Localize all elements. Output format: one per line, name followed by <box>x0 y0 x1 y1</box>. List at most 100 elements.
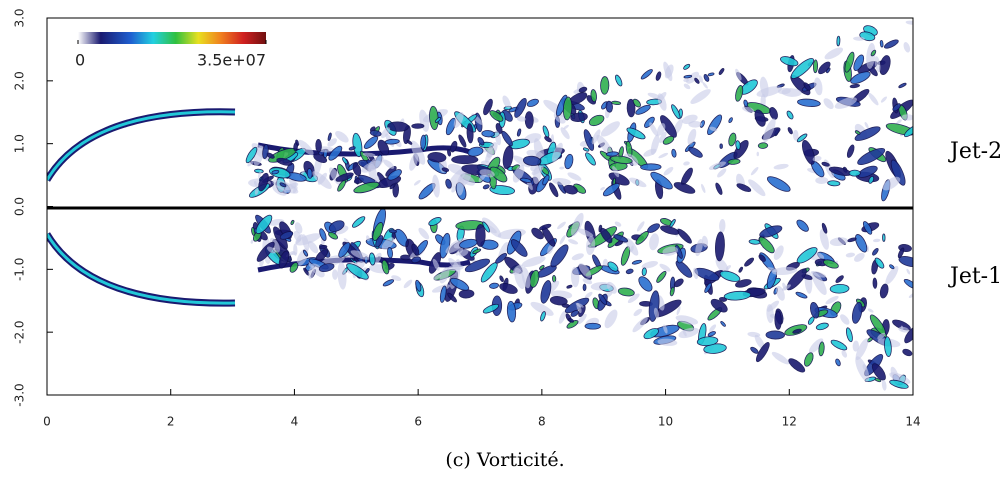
vortex-blob <box>835 358 841 367</box>
vortex-blob <box>439 267 450 284</box>
vortex-blob <box>338 242 351 258</box>
vortex-blob <box>629 177 647 188</box>
caption: (c) Vorticité. <box>445 449 564 471</box>
vortex-blob <box>771 351 790 365</box>
vortex-blob <box>375 235 384 248</box>
vortex-blob <box>605 151 619 157</box>
vortex-blob <box>750 166 759 176</box>
vortex-blob <box>780 56 799 67</box>
vortex-blob <box>472 248 482 254</box>
vortex-blob <box>851 301 863 324</box>
vortex-blob <box>688 121 703 128</box>
vortex-blob <box>495 253 508 264</box>
vortex-blob <box>855 234 868 253</box>
vortex-blob <box>796 219 809 232</box>
vortex-blob <box>792 328 802 334</box>
vortex-blob <box>879 39 884 48</box>
vortex-blob <box>420 134 427 150</box>
vortex-blob <box>617 287 635 297</box>
vortex-blob <box>434 116 442 123</box>
vortex-blob <box>754 109 766 127</box>
vortex-blob <box>551 142 563 162</box>
vortex-blob <box>744 257 755 267</box>
vortex-blob <box>787 127 793 135</box>
vortex-blob <box>312 171 332 189</box>
y-tick-label: -1.0 <box>13 258 27 281</box>
vortex-blob <box>584 291 593 299</box>
vortex-blob <box>673 278 684 288</box>
vortex-blob <box>643 148 657 157</box>
vortex-blob <box>819 229 829 250</box>
vortex-blob <box>418 227 430 240</box>
vortex-blob <box>526 98 539 107</box>
vortex-blob <box>704 282 712 293</box>
vortex-blob <box>771 266 798 276</box>
vortex-blob <box>335 172 354 182</box>
vortex-blob <box>382 279 395 287</box>
vortex-blob <box>328 231 338 240</box>
vortex-blob <box>258 172 269 192</box>
vortex-blob <box>486 142 498 158</box>
vortex-blob <box>410 140 426 165</box>
vortex-blob <box>483 98 493 116</box>
vortex-blob <box>676 306 681 316</box>
vortex-blob <box>889 264 895 270</box>
vortex-blob <box>671 104 681 120</box>
vortex-blob <box>882 233 886 242</box>
vortex-blob <box>696 336 719 347</box>
vortex-blob <box>877 332 886 340</box>
vortex-blob <box>445 117 456 136</box>
vortex-blob <box>575 302 584 308</box>
vortex-blob <box>735 68 742 81</box>
vortex-blob <box>598 293 607 306</box>
vortex-blob <box>898 82 907 89</box>
vortex-blob <box>765 330 785 340</box>
vortex-blob <box>447 264 464 271</box>
vortex-blob <box>250 239 254 244</box>
vortex-blob <box>688 146 703 158</box>
vortex-blob <box>658 152 669 159</box>
vortex-blob <box>758 254 766 262</box>
vortex-blob <box>836 35 841 47</box>
vortex-blob <box>450 140 458 153</box>
vortex-blob <box>272 185 287 196</box>
vortex-blob <box>821 222 828 234</box>
vortex-blob <box>451 155 479 165</box>
vortex-blob <box>539 223 552 231</box>
vortex-blob <box>897 247 905 259</box>
vortex-blob <box>328 220 345 232</box>
vortex-blob <box>279 231 294 240</box>
vortex-blob <box>439 285 447 303</box>
vortex-blob <box>718 68 725 75</box>
vortex-blob <box>380 127 391 139</box>
vortex-blob <box>683 74 693 79</box>
vortex-blob <box>346 263 369 280</box>
bow-shock-upper-core <box>47 110 236 181</box>
vortex-blob <box>725 265 732 270</box>
vortex-blob <box>464 258 491 273</box>
vortex-blob <box>823 98 834 110</box>
vortex-blob <box>687 128 697 145</box>
bow-shock-lower-core <box>47 233 236 305</box>
vortex-blob <box>352 132 363 158</box>
vortex-blob <box>824 47 844 60</box>
vortex-blob <box>756 151 760 157</box>
x-tick-label: 8 <box>538 415 546 429</box>
vortex-blob <box>709 324 717 333</box>
vortex-blob <box>874 56 881 73</box>
vortex-blob <box>766 176 791 192</box>
vortex-blob <box>591 129 601 145</box>
vortex-blob <box>311 263 325 278</box>
vortex-blob <box>531 165 544 175</box>
vortex-blob <box>854 130 861 135</box>
vortex-blob <box>590 282 611 291</box>
vortex-blob <box>862 364 867 371</box>
vortex-blob <box>335 131 349 143</box>
vortex-blob <box>847 237 857 243</box>
vortex-blob <box>466 123 474 144</box>
vortex-blob <box>660 225 680 235</box>
vortex-blob <box>796 133 808 143</box>
vortex-blob <box>467 146 484 157</box>
vortex-blob <box>867 308 874 313</box>
vortex-blob <box>812 59 818 74</box>
